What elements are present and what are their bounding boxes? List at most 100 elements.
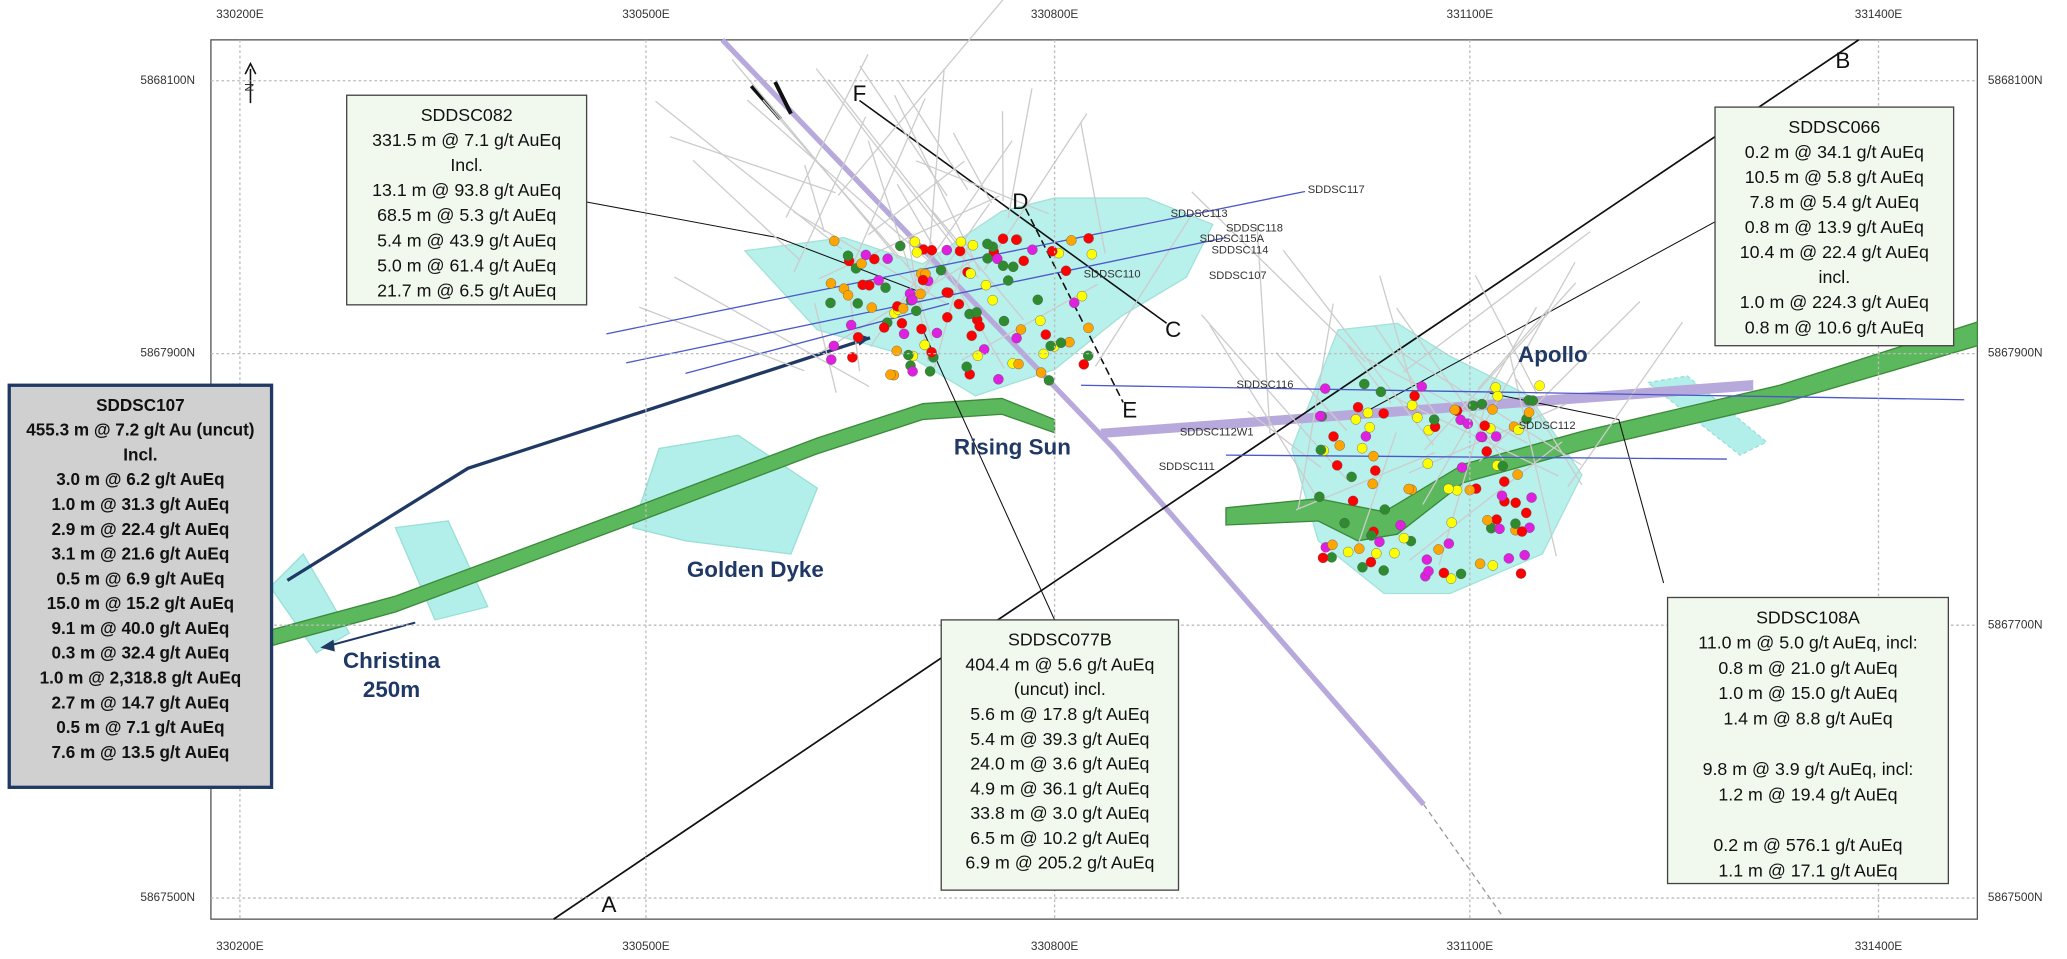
callout-title: SDDSC107: [96, 395, 185, 415]
easting-label: 331100E: [1447, 939, 1494, 953]
callout-line: 2.7 m @ 14.7 g/t AuEq: [51, 692, 229, 712]
drill-trace: [952, 132, 993, 204]
assay-dot: [882, 253, 893, 264]
drill-trace: [793, 116, 867, 273]
assay-dot: [1496, 490, 1508, 501]
assay-dot: [1365, 556, 1377, 568]
hole-label: SDDSC112W1: [1180, 427, 1254, 439]
assay-dot: [1449, 404, 1460, 416]
callout-line: Incl.: [123, 444, 157, 464]
assay-dot: [1476, 398, 1488, 410]
place-label: Rising Sun: [954, 434, 1071, 459]
assay-dot: [993, 374, 1004, 385]
hole-label: SDDSC116: [1237, 379, 1294, 391]
easting-label: 330500E: [622, 7, 670, 21]
drill-trace: [927, 68, 945, 265]
assay-dot: [1379, 504, 1391, 515]
drill-trace: [896, 183, 1005, 369]
assay-dot: [987, 294, 998, 306]
hole-label: SDDSC112: [1519, 420, 1576, 432]
assay-dot: [891, 345, 902, 357]
assay-dot: [1527, 395, 1539, 406]
assay-dot: [978, 344, 990, 355]
section-label: F: [853, 81, 867, 106]
drill-trace: [1247, 410, 1322, 469]
drill-trace: [1001, 111, 1004, 202]
easting-label: 330500E: [622, 939, 670, 953]
assay-dot: [1378, 408, 1389, 419]
arrow: [286, 336, 871, 582]
drill-trace: [1567, 321, 1684, 488]
callout-line: 455.3 m @ 7.2 g/t Au (uncut): [26, 420, 254, 440]
northing-label: 5867900N: [140, 346, 195, 360]
callout-line: Incl.: [450, 155, 483, 175]
assay-dot: [924, 366, 936, 377]
assay-dot: [1350, 414, 1362, 425]
callout-line: 4.9 m @ 36.1 g/t AuEq: [970, 778, 1149, 798]
drill-trace: [1275, 352, 1348, 432]
assay-dot: [1416, 381, 1427, 392]
assay-dot: [997, 233, 1009, 244]
assay-dot: [1474, 558, 1486, 569]
drill-trace: [827, 79, 966, 255]
leader-line: [922, 329, 1056, 621]
assay-dot: [1475, 431, 1486, 442]
assay-dot: [1497, 460, 1508, 472]
assay-dot: [966, 330, 977, 341]
drill-trace: [1080, 122, 1106, 254]
assay-dot: [1451, 485, 1463, 496]
easting-label: 331400E: [1855, 7, 1903, 21]
assay-dot: [842, 250, 854, 261]
callout-line: 3.1 m @ 21.6 g/t AuEq: [51, 544, 229, 564]
callout-line: 5.4 m @ 43.9 g/t AuEq: [377, 230, 556, 250]
drill-hole: [606, 190, 1306, 335]
assay-dot: [971, 307, 982, 318]
assay-dot: [942, 312, 953, 323]
callout-box: [7, 383, 274, 789]
hole-label: SDDSC115A: [1200, 233, 1265, 245]
assay-dot: [1315, 444, 1327, 456]
assay-dot: [1342, 546, 1354, 558]
drill-trace: [897, 80, 969, 191]
assay-dot: [1317, 552, 1329, 564]
assay-dot: [1008, 261, 1019, 273]
callout-line: 1.0 m @ 224.3 g/t AuEq: [1740, 292, 1929, 312]
callout-line: 9.8 m @ 3.9 g/t AuEq, incl:: [1703, 759, 1914, 779]
drill-trace: [850, 98, 926, 269]
assay-dot: [1510, 497, 1521, 508]
callout-line: 68.5 m @ 5.3 g/t AuEq: [377, 205, 556, 225]
assay-dot: [992, 253, 1003, 265]
assay-dot: [974, 320, 985, 332]
assay-dot: [895, 240, 906, 252]
callout-line: 0.8 m @ 21.0 g/t AuEq: [1718, 658, 1897, 678]
hole-label: SDDSC117: [1308, 184, 1365, 196]
callout-line: 0.3 m @ 32.4 g/t AuEq: [51, 643, 229, 663]
assay-dot: [1428, 414, 1440, 425]
geology: [210, 0, 1979, 920]
callout-line: 11.0 m @ 5.0 g/t AuEq, incl:: [1698, 633, 1917, 653]
assay-dot: [1013, 358, 1024, 370]
callout-line: (uncut) incl.: [1014, 679, 1106, 699]
assay-dot: [1347, 495, 1359, 507]
callout-line: 10.4 m @ 22.4 g/t AuEq: [1740, 242, 1929, 262]
northing-label: 5867900N: [1988, 346, 2043, 360]
assay-dot: [1375, 386, 1387, 398]
fault: [720, 38, 1426, 807]
assay-dot: [967, 240, 979, 251]
assay-dot: [1040, 329, 1052, 340]
assay-dot: [1043, 375, 1055, 386]
assay-dot: [1443, 483, 1454, 495]
assay-dot: [1327, 539, 1338, 550]
assay-dot: [1490, 431, 1502, 442]
assay-dot: [931, 327, 943, 339]
assay-dot: [1055, 337, 1067, 348]
assay-dot: [972, 350, 984, 361]
drill-hole: [685, 302, 950, 375]
drill-trace: [867, 140, 934, 341]
labels: 330200E 330200E 330500E 330500E 330800E 33080…: [7, 7, 2043, 953]
assay-dot: [1462, 418, 1474, 429]
assay-dot: [1512, 469, 1523, 480]
callout-line: 0.8 m @ 10.6 g/t AuEq: [1745, 317, 1924, 337]
assay-dot: [1367, 478, 1378, 490]
callout-line: 10.5 m @ 5.8 g/t AuEq: [1745, 167, 1924, 187]
